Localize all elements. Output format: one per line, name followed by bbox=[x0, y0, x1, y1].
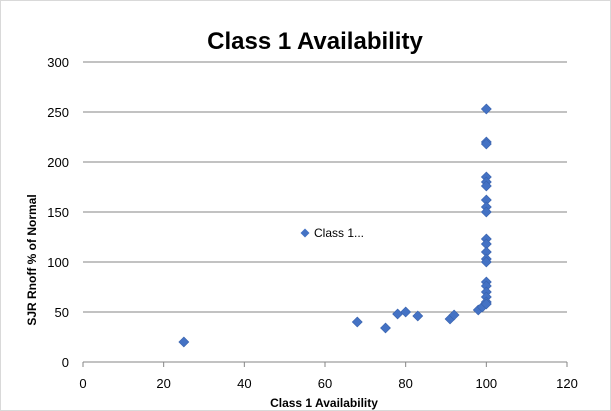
x-tick-label: 20 bbox=[156, 376, 170, 391]
data-point bbox=[480, 138, 492, 150]
data-point bbox=[480, 103, 492, 115]
y-tick-label: 0 bbox=[62, 355, 69, 370]
x-tick-label: 80 bbox=[398, 376, 412, 391]
data-point bbox=[480, 206, 492, 218]
y-tick-label: 50 bbox=[55, 305, 69, 320]
y-tick-label: 150 bbox=[47, 205, 69, 220]
data-point bbox=[380, 322, 391, 334]
y-axis-label: SJR Rnoff % of Normal bbox=[25, 194, 39, 325]
data-point bbox=[448, 309, 460, 321]
gridlines bbox=[83, 61, 567, 313]
data-point bbox=[178, 336, 190, 348]
data-point bbox=[480, 180, 492, 192]
y-tick-label: 200 bbox=[47, 155, 69, 170]
y-tick-label: 250 bbox=[47, 105, 69, 120]
legend: Class 1... bbox=[300, 226, 364, 240]
data-point bbox=[412, 310, 424, 322]
y-tick-labels: 0 50 100 150 200 250 300 bbox=[47, 55, 69, 370]
x-tick-label: 100 bbox=[475, 376, 497, 391]
data-point bbox=[480, 298, 492, 310]
y-tick-label: 300 bbox=[47, 55, 69, 70]
legend-marker bbox=[300, 228, 310, 238]
x-tick-label: 120 bbox=[556, 376, 578, 391]
y-tick-label: 100 bbox=[47, 255, 69, 270]
data-point bbox=[400, 306, 412, 318]
x-tick-label: 60 bbox=[318, 376, 332, 391]
x-tick-labels: 0 20 40 60 80 100 120 bbox=[79, 362, 578, 391]
x-tick-label: 0 bbox=[79, 376, 86, 391]
data-point bbox=[392, 308, 404, 320]
data-point bbox=[480, 256, 492, 268]
chart-title: Class 1 Availability bbox=[207, 28, 423, 55]
data-points bbox=[178, 103, 492, 348]
x-tick-label: 40 bbox=[237, 376, 251, 391]
data-point bbox=[351, 316, 363, 328]
legend-label: Class 1... bbox=[314, 226, 364, 240]
x-axis-label: Class 1 Availability bbox=[270, 396, 378, 410]
